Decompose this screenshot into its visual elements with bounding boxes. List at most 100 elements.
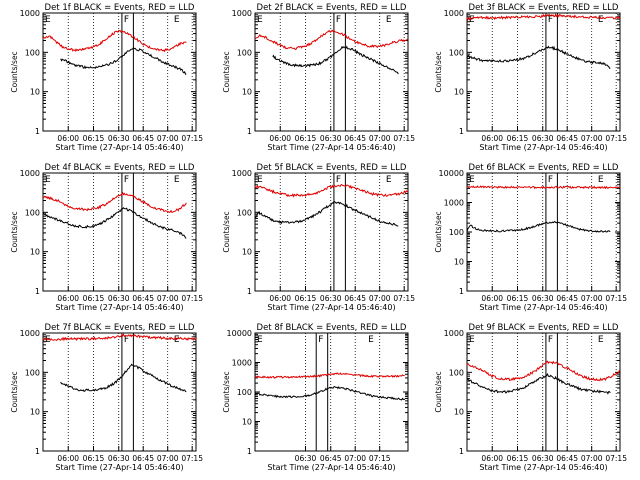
y-tick-label: 1	[459, 127, 464, 136]
x-tick-label: 06:15	[83, 134, 105, 143]
interval-marker-label: E	[386, 15, 392, 25]
x-axis-label: Start Time (27-Apr-14 05:46:40)	[55, 463, 183, 472]
events-series	[272, 45, 399, 75]
interval-marker-label: E	[174, 175, 180, 185]
chart-title: Det 7f BLACK = Events, RED = LLD	[45, 323, 195, 333]
plot-frame	[254, 172, 409, 292]
y-tick-label: 100	[237, 388, 252, 397]
y-tick-label: 100	[25, 48, 40, 57]
lld-series	[43, 191, 187, 213]
x-tick-label: 06:30	[532, 454, 554, 463]
events-series	[466, 220, 611, 233]
x-tick-label: 06:30	[295, 454, 317, 463]
x-tick-label: 07:15	[369, 454, 391, 463]
interval-marker-label: E	[45, 175, 51, 185]
x-tick-label: 06:45	[344, 134, 366, 143]
y-axis-label: Counts/sec	[10, 371, 19, 412]
chart-panel-2: Det 2f BLACK = Events, RED = LLD 1 10 100 10…	[222, 3, 415, 152]
chart-title: Det 3f BLACK = Events, RED = LLD	[469, 3, 619, 13]
y-tick-label: 100	[25, 368, 40, 377]
x-tick-label: 06:45	[132, 294, 154, 303]
x-axis-label: Start Time (27-Apr-14 05:46:40)	[267, 303, 395, 312]
x-axis-label: Start Time (27-Apr-14 05:46:40)	[479, 143, 607, 152]
interval-marker-label: F	[336, 175, 341, 185]
x-tick-label: 06:30	[108, 294, 130, 303]
interval-marker-label: E	[598, 175, 604, 185]
x-tick-label: 06:30	[320, 294, 342, 303]
chart-title: Det 2f BLACK = Events, RED = LLD	[257, 3, 407, 13]
interval-marker-label: E	[469, 175, 475, 185]
x-tick-label: 07:15	[393, 294, 415, 303]
y-tick-label: 10	[30, 408, 40, 417]
x-tick-label: 06:00	[269, 134, 291, 143]
y-tick-label: 1000	[232, 169, 252, 178]
y-tick-label: 100	[237, 48, 252, 57]
chart-title: Det 9f BLACK = Events, RED = LLD	[469, 323, 619, 333]
x-tick-label: 06:30	[532, 294, 554, 303]
x-tick-label: 06:45	[556, 134, 578, 143]
x-tick-label: 07:00	[157, 454, 179, 463]
y-axis-label: Counts/sec	[10, 211, 19, 252]
chart-title: Det 8f BLACK = Events, RED = LLD	[257, 323, 407, 333]
x-tick-label: 06:15	[83, 454, 105, 463]
lld-series	[254, 372, 405, 379]
x-tick-label: 06:00	[57, 294, 79, 303]
interval-marker-label: E	[469, 15, 475, 25]
interval-marker-label: F	[124, 175, 129, 185]
interval-marker-label: E	[257, 15, 263, 25]
y-tick-label: 1000	[444, 329, 464, 338]
x-tick-label: 06:45	[556, 294, 578, 303]
x-tick-label: 07:00	[581, 294, 603, 303]
y-axis-label: Counts/sec	[222, 51, 231, 92]
y-tick-label: 1000	[232, 359, 252, 368]
y-tick-label: 1	[247, 127, 252, 136]
events-series	[42, 207, 187, 239]
x-tick-label: 06:00	[481, 134, 503, 143]
x-tick-label: 06:30	[320, 134, 342, 143]
x-tick-label: 06:45	[344, 294, 366, 303]
y-tick-label: 10	[454, 88, 464, 97]
x-tick-label: 07:00	[157, 134, 179, 143]
chart-panel-9: Det 9f BLACK = Events, RED = LLD 1 10 100 10…	[434, 323, 627, 472]
y-tick-label: 1000	[20, 169, 40, 178]
interval-marker-label: E	[45, 15, 51, 25]
events-series	[466, 373, 611, 395]
interval-marker-label: E	[598, 15, 604, 25]
x-tick-label: 06:15	[83, 294, 105, 303]
y-tick-label: 10	[30, 248, 40, 257]
events-series	[466, 45, 611, 69]
interval-marker-label: E	[257, 175, 263, 185]
x-tick-label: 07:15	[181, 294, 203, 303]
lld-series	[466, 185, 621, 190]
x-tick-label: 06:45	[556, 454, 578, 463]
interval-marker-label: E	[469, 335, 475, 345]
x-tick-label: 07:00	[581, 454, 603, 463]
y-tick-label: 10000	[227, 329, 252, 338]
y-tick-label: 10	[242, 248, 252, 257]
y-axis-label: Counts/sec	[434, 51, 443, 92]
x-axis-label: Start Time (27-Apr-14 05:46:40)	[267, 463, 395, 472]
y-axis-label: Counts/sec	[10, 51, 19, 92]
chart-panel-1: Det 1f BLACK = Events, RED = LLD 1 10 100 10…	[10, 3, 203, 152]
x-tick-label: 07:00	[369, 294, 391, 303]
x-tick-label: 06:15	[507, 454, 529, 463]
chart-panel-7: Det 7f BLACK = Events, RED = LLD 1 10 100 10…	[10, 323, 203, 472]
interval-marker-label: F	[124, 15, 129, 25]
y-tick-label: 10	[454, 258, 464, 267]
interval-marker-label: F	[336, 15, 341, 25]
chart-title: Det 1f BLACK = Events, RED = LLD	[45, 3, 195, 13]
y-axis-label: Counts/sec	[434, 371, 443, 412]
plot-frame	[466, 12, 621, 132]
chart-title: Det 6f BLACK = Events, RED = LLD	[469, 163, 619, 173]
y-tick-label: 1	[459, 287, 464, 296]
interval-marker-label: F	[548, 335, 553, 345]
x-tick-label: 07:00	[369, 134, 391, 143]
y-tick-label: 1000	[444, 9, 464, 18]
chart-title: Det 4f BLACK = Events, RED = LLD	[45, 163, 195, 173]
x-tick-label: 06:45	[132, 134, 154, 143]
y-tick-label: 1	[35, 127, 40, 136]
interval-marker-label: F	[548, 15, 553, 25]
interval-marker-label: F	[124, 335, 129, 345]
y-axis-label: Counts/sec	[434, 211, 443, 252]
